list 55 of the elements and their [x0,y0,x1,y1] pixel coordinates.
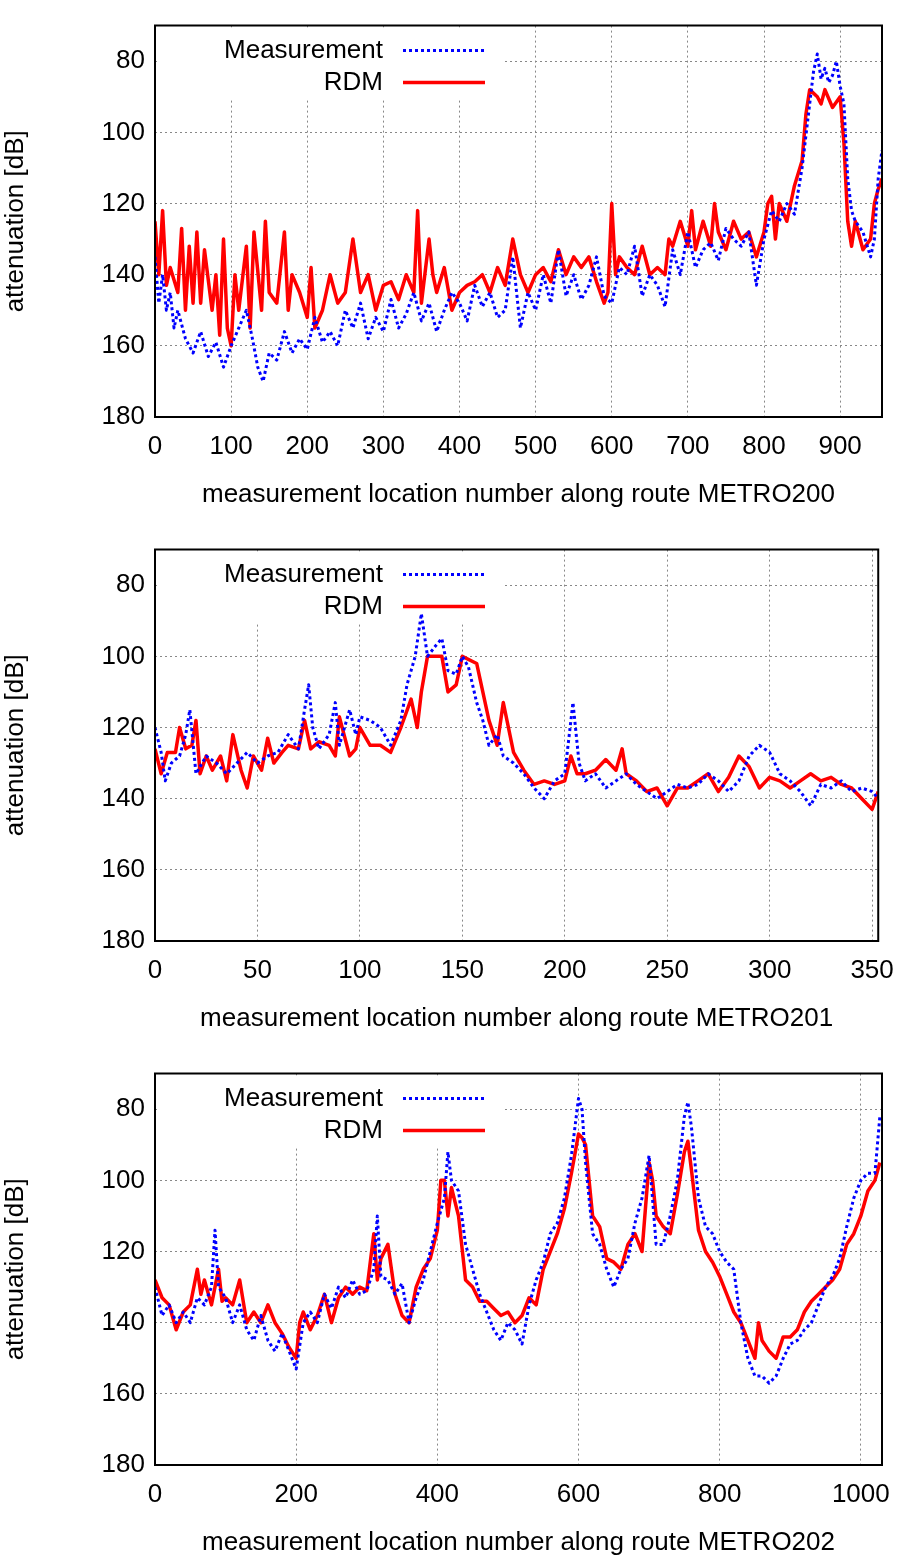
x-tick-label: 700 [666,429,710,460]
y-tick-label: 120 [101,186,145,217]
x-tick-label: 800 [742,429,786,460]
y-tick-label: 140 [101,1305,145,1336]
x-tick-label: 150 [440,953,485,984]
x-tick-label: 0 [147,953,163,984]
y-tick-label: 80 [116,44,145,75]
y-tick-label: 120 [101,710,145,741]
y-tick-label: 180 [101,924,145,955]
legend-label: Measurement [224,557,384,588]
line-series [155,612,879,808]
y-tick-label: 120 [101,1234,145,1265]
x-tick-label: 50 [242,953,272,984]
x-axis-title: measurement location number along route METRO200 [202,477,835,508]
legend-label: RDM [323,1113,383,1144]
y-tick-label: 180 [101,400,145,431]
legend-label: Measurement [224,33,384,64]
legend-label: RDM [323,589,383,620]
y-tick-label: 80 [116,1092,145,1123]
x-tick-label: 100 [338,953,382,984]
x-tick-label: 100 [209,429,253,460]
x-tick-label: 200 [274,1477,318,1508]
y-tick-label: 140 [101,257,145,288]
x-tick-label: 400 [415,1477,460,1508]
x-tick-label: 200 [285,429,329,460]
x-tick-label: 200 [543,953,587,984]
x-tick-label: 800 [697,1477,742,1508]
x-axis-title: measurement location number along route METRO201 [200,1001,834,1032]
x-tick-label: 1000 [831,1477,890,1508]
x-tick-label: 250 [645,953,689,984]
x-tick-label: 900 [818,429,862,460]
y-tick-label: 140 [101,781,145,812]
y-tick-label: 160 [101,1377,145,1408]
x-tick-label: 600 [556,1477,601,1508]
x-tick-label: 0 [147,429,163,460]
x-tick-label: 350 [850,953,894,984]
y-tick-label: 100 [101,115,145,146]
y-axis-title: attenuation [dB] [0,654,29,837]
y-tick-label: 160 [101,853,145,884]
x-tick-label: 0 [147,1477,163,1508]
y-axis-title: attenuation [dB] [0,130,29,313]
x-tick-label: 300 [361,429,406,460]
y-tick-label: 180 [101,1448,145,1479]
legend-label: RDM [323,65,383,96]
y-tick-label: 80 [116,568,145,599]
x-tick-label: 600 [590,429,634,460]
x-axis-title: measurement location number along route METRO202 [202,1525,835,1556]
y-axis-title: attenuation [dB] [0,1178,29,1361]
x-tick-label: 400 [437,429,482,460]
legend-label: Measurement [224,1081,384,1112]
x-tick-label: 500 [513,429,558,460]
y-tick-label: 100 [101,1163,145,1194]
x-tick-label: 300 [747,953,792,984]
y-tick-label: 100 [101,639,145,670]
y-tick-label: 160 [101,329,145,360]
